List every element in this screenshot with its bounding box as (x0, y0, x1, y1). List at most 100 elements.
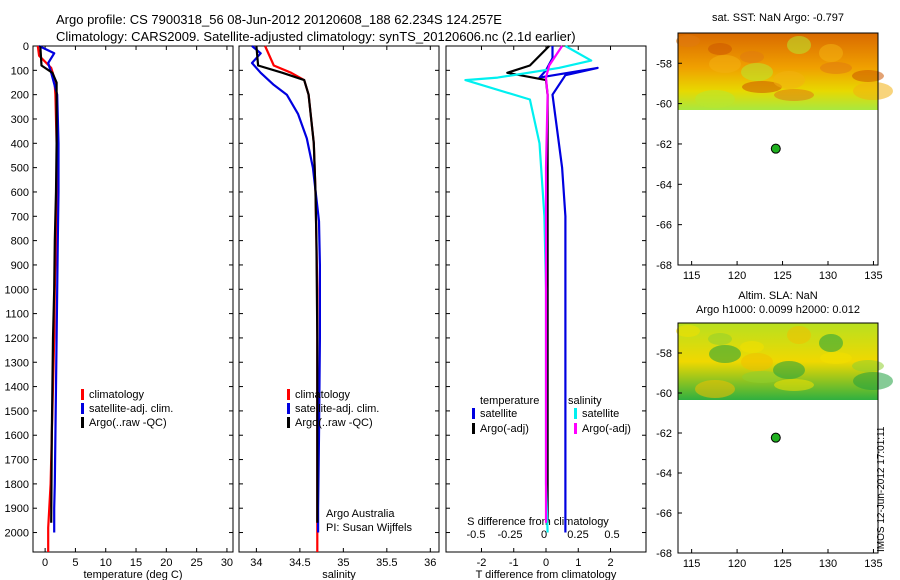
map-texture (853, 372, 893, 390)
x-tick-label: -1 (509, 557, 519, 569)
series-line (255, 45, 319, 523)
legend-label: Argo(-adj) (582, 423, 631, 435)
legend-label: climatology (295, 389, 351, 401)
annotation-text: PI: Susan Wijffels (326, 522, 412, 534)
plot-frame (32, 45, 234, 553)
legend-swatch (472, 423, 475, 434)
secondary-axis-label: S difference from climatology (467, 516, 609, 528)
map-y-tick-label: -68 (656, 548, 672, 560)
legend-label: satellite-adj. clim. (89, 403, 173, 415)
legend-label: satellite (582, 408, 619, 420)
map-x-tick-label: 125 (773, 270, 791, 282)
legend-swatch (574, 408, 577, 419)
map-x-tick-label: 135 (864, 558, 882, 570)
x-tick-label-secondary: 0.5 (604, 529, 619, 541)
map-y-tick-label: -58 (656, 348, 672, 360)
map-x-tick-label: 125 (773, 558, 791, 570)
map-texture (774, 89, 814, 101)
map-x-tick-label: 115 (683, 558, 701, 570)
plot-frame (238, 45, 440, 553)
map-texture (708, 43, 732, 55)
y-tick-label: 200 (11, 90, 29, 102)
map-y-tick-label: -64 (656, 468, 672, 480)
x-tick-label: 0 (543, 557, 549, 569)
map-texture (708, 333, 732, 345)
x-tick-label-secondary: 0.25 (567, 529, 588, 541)
legend-label: satellite (480, 408, 517, 420)
map-texture (773, 361, 805, 379)
legend-label: Argo(-adj) (480, 423, 529, 435)
map-texture (740, 51, 764, 63)
series-line (250, 45, 321, 533)
map-texture (852, 70, 884, 82)
map-y-tick-label: -60 (656, 388, 672, 400)
x-tick-label-secondary: -0.25 (497, 529, 522, 541)
map-y-tick-label: -60 (656, 99, 672, 111)
y-tick-label: 1300 (5, 357, 29, 369)
y-tick-label: 900 (11, 260, 29, 272)
map-y-tick-label: -58 (656, 58, 672, 70)
x-tick-label: 30 (221, 557, 233, 569)
panel-difference: -2 -1 0 1 2 -0.5 -0.25 0 0.25 0.5S difference fro… (445, 45, 647, 580)
x-tick-label: 1 (575, 557, 581, 569)
legend-swatch (81, 403, 84, 414)
sla-map-title-line1: Altim. SLA: NaN (738, 290, 818, 302)
map-texture (852, 360, 884, 372)
y-tick-label: 300 (11, 114, 29, 126)
map-texture (820, 352, 852, 364)
y-tick-label: 1500 (5, 406, 29, 418)
y-tick-label: 1200 (5, 333, 29, 345)
map-texture (709, 345, 741, 363)
x-tick-label: 34.5 (289, 557, 310, 569)
panel-salinity: 34 34.5 35 35.5 36 salinity climatology satelli… (238, 45, 440, 580)
map-texture (741, 63, 773, 81)
x-tick-label: 25 (191, 557, 203, 569)
x-tick-label: 15 (130, 557, 142, 569)
map-texture (820, 62, 852, 74)
annotation-text: Argo Australia (326, 508, 395, 520)
map-frame (677, 32, 879, 266)
legend-swatch (287, 417, 290, 428)
y-tick-label: 800 (11, 236, 29, 248)
legend-title: temperature (480, 395, 539, 407)
map-texture (819, 334, 843, 352)
sla-map-title-line2: Argo h1000: 0.0099 h2000: 0.012 (696, 304, 860, 316)
figure-title-line1: Argo profile: CS 7900318_56 08-Jun-2012 … (56, 12, 502, 27)
y-tick-label: 1800 (5, 479, 29, 491)
legend-title: salinity (568, 395, 602, 407)
map-texture (787, 36, 811, 54)
x-tick-label-secondary: 0 (541, 529, 547, 541)
legend-swatch (472, 408, 475, 419)
map-texture (676, 35, 700, 47)
map-x-tick-label: 120 (728, 270, 746, 282)
x-tick-label: 34 (250, 557, 262, 569)
x-tick-label: 20 (160, 557, 172, 569)
x-tick-label: 35.5 (376, 557, 397, 569)
map-texture (742, 371, 782, 383)
map-texture (853, 82, 893, 100)
map-texture (819, 44, 843, 62)
y-tick-label: 1900 (5, 503, 29, 515)
map-texture (773, 71, 805, 89)
map-texture (742, 81, 782, 93)
x-axis-label: T difference from climatology (476, 569, 617, 580)
y-tick-label: 700 (11, 211, 29, 223)
sla-map: -58 -60 -62 -64 -66 -68 115 120 125 130 135 (656, 322, 893, 570)
legend-label: Argo(..raw -QC) (295, 417, 373, 429)
map-y-tick-label: -64 (656, 179, 672, 191)
legend-label: satellite-adj. clim. (295, 403, 379, 415)
map-y-tick-label: -66 (656, 220, 672, 232)
x-tick-label: 5 (72, 557, 78, 569)
series-line (544, 45, 564, 523)
x-tick-label: 0 (42, 557, 48, 569)
series-line (39, 45, 58, 523)
sst-map-title: sat. SST: NaN Argo: -0.797 (711, 12, 845, 24)
y-tick-label: 1700 (5, 455, 29, 467)
y-tick-label: 600 (11, 187, 29, 199)
sst-map: -58 -60 -62 -64 -66 -68 115 120 125 130 135 (656, 32, 893, 282)
x-tick-label: 10 (100, 557, 112, 569)
map-y-tick-label: -62 (656, 428, 672, 440)
map-y-tick-label: -68 (656, 260, 672, 272)
x-tick-label-secondary: -0.5 (467, 529, 486, 541)
